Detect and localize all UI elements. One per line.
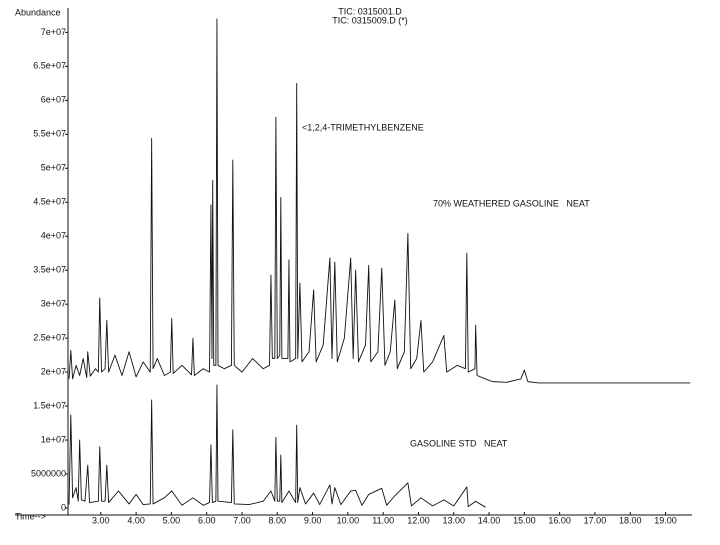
x-tick-label: 7.00 (233, 515, 251, 525)
x-tick-label: 16.00 (548, 515, 571, 525)
series-label: TIC: 0315009.D (*) (332, 15, 408, 25)
x-axis-title: Time--> (15, 511, 46, 521)
y-tick-label: 1e+07 (41, 434, 66, 444)
y-tick-label: 5.5e+07 (33, 129, 66, 139)
y-axis-title: Abundance (15, 7, 61, 17)
y-tick-label: 4.5e+07 (33, 197, 66, 207)
x-tick-label: 5.00 (163, 515, 181, 525)
y-tick-label: 2.5e+07 (33, 333, 66, 343)
annotation: 70% WEATHERED GASOLINE NEAT (433, 198, 590, 208)
annotation: GASOLINE STD NEAT (410, 438, 508, 448)
x-tick-label: 4.00 (127, 515, 145, 525)
y-tick-label: 6.5e+07 (33, 61, 66, 71)
trace (68, 18, 691, 384)
y-tick-label: 5e+07 (41, 163, 66, 173)
x-tick-label: 8.00 (269, 515, 287, 525)
y-tick-label: 1.5e+07 (33, 400, 66, 410)
annotation: <1,2,4-TRIMETHYLBENZENE (302, 122, 424, 132)
y-tick-label: 0 (61, 502, 66, 512)
trace (68, 384, 486, 508)
x-tick-label: 3.00 (92, 515, 110, 525)
x-tick-label: 17.00 (584, 515, 607, 525)
x-tick-label: 18.00 (619, 515, 642, 525)
x-tick-label: 9.00 (304, 515, 322, 525)
x-tick-label: 13.00 (442, 515, 465, 525)
series-label: TIC: 0315001.D (338, 6, 402, 16)
y-tick-label: 5000000 (31, 468, 66, 478)
x-tick-label: 11.00 (372, 515, 394, 525)
y-tick-label: 7e+07 (41, 27, 66, 37)
y-tick-label: 3.5e+07 (33, 265, 66, 275)
x-tick-label: 10.00 (337, 515, 360, 525)
y-tick-label: 6e+07 (41, 95, 66, 105)
x-tick-label: 6.00 (198, 515, 216, 525)
x-tick-label: 19.00 (654, 515, 677, 525)
x-tick-label: 12.00 (407, 515, 430, 525)
x-tick-label: 15.00 (513, 515, 536, 525)
y-tick-label: 3e+07 (41, 299, 66, 309)
y-tick-label: 2e+07 (41, 366, 66, 376)
x-tick-label: 14.00 (478, 515, 501, 525)
y-tick-label: 4e+07 (41, 231, 66, 241)
